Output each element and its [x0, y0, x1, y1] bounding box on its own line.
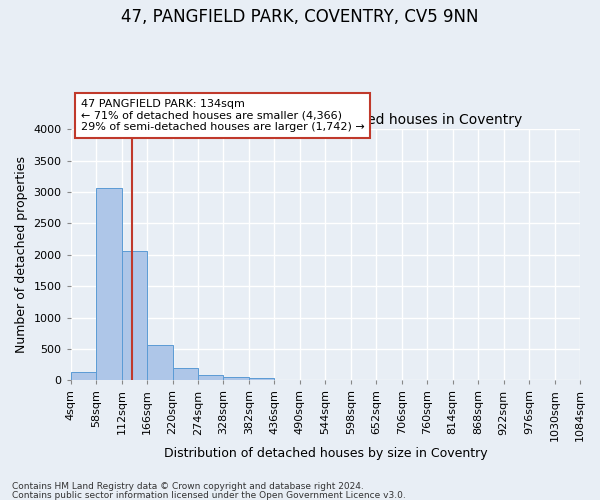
- Text: Contains public sector information licensed under the Open Government Licence v3: Contains public sector information licen…: [12, 490, 406, 500]
- Text: Contains HM Land Registry data © Crown copyright and database right 2024.: Contains HM Land Registry data © Crown c…: [12, 482, 364, 491]
- Bar: [249, 378, 274, 380]
- Bar: [147, 345, 173, 380]
- Bar: [223, 377, 249, 380]
- Title: Size of property relative to detached houses in Coventry: Size of property relative to detached ho…: [129, 112, 522, 126]
- Text: 47 PANGFIELD PARK: 134sqm
← 71% of detached houses are smaller (4,366)
29% of se: 47 PANGFIELD PARK: 134sqm ← 71% of detac…: [81, 99, 365, 132]
- Y-axis label: Number of detached properties: Number of detached properties: [15, 156, 28, 354]
- Bar: [71, 372, 96, 380]
- Bar: [96, 188, 122, 380]
- Bar: [198, 376, 223, 380]
- Bar: [122, 251, 147, 380]
- X-axis label: Distribution of detached houses by size in Coventry: Distribution of detached houses by size …: [164, 447, 487, 460]
- Text: 47, PANGFIELD PARK, COVENTRY, CV5 9NN: 47, PANGFIELD PARK, COVENTRY, CV5 9NN: [121, 8, 479, 26]
- Bar: [173, 368, 198, 380]
